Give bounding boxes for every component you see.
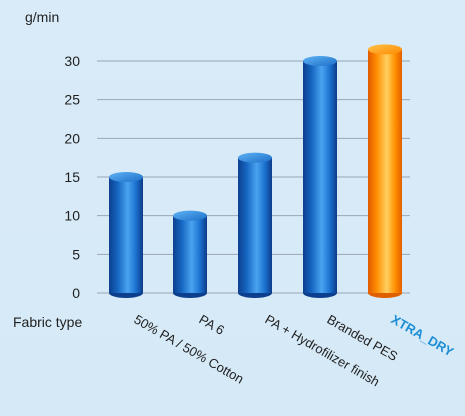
bar: [303, 56, 337, 298]
bar-body: [109, 177, 143, 293]
x-category-label: 50% PA / 50% Cotton: [132, 312, 247, 387]
bar-body: [368, 49, 402, 294]
bar-cap: [173, 210, 207, 221]
bar-body: [238, 157, 272, 293]
bar: [238, 152, 272, 298]
y-tick-label: 30: [64, 53, 80, 69]
bar: [109, 172, 143, 298]
y-tick-label: 25: [64, 92, 80, 108]
bar-body: [303, 61, 337, 293]
x-category-label: PA 6: [197, 312, 227, 338]
bar-cap: [238, 152, 272, 163]
bar: [173, 210, 207, 298]
y-axis-ticks: 0 5 10 15 20 25 30: [64, 53, 80, 301]
y-tick-label: 15: [64, 169, 80, 185]
bar-cap: [368, 44, 402, 55]
bar-cap: [303, 56, 337, 66]
bar-cap: [109, 172, 143, 182]
y-axis-unit-label: g/min: [25, 9, 59, 25]
y-tick-label: 0: [72, 285, 80, 301]
bar-body: [173, 215, 207, 293]
y-tick-label: 5: [72, 246, 80, 262]
bar-highlight: [368, 44, 402, 298]
x-category-label: PA + Hydrofilizer finish: [263, 312, 383, 390]
x-axis-title: Fabric type: [13, 314, 82, 330]
bars: [109, 44, 402, 298]
y-tick-label: 10: [64, 208, 80, 224]
y-tick-label: 20: [64, 130, 80, 146]
